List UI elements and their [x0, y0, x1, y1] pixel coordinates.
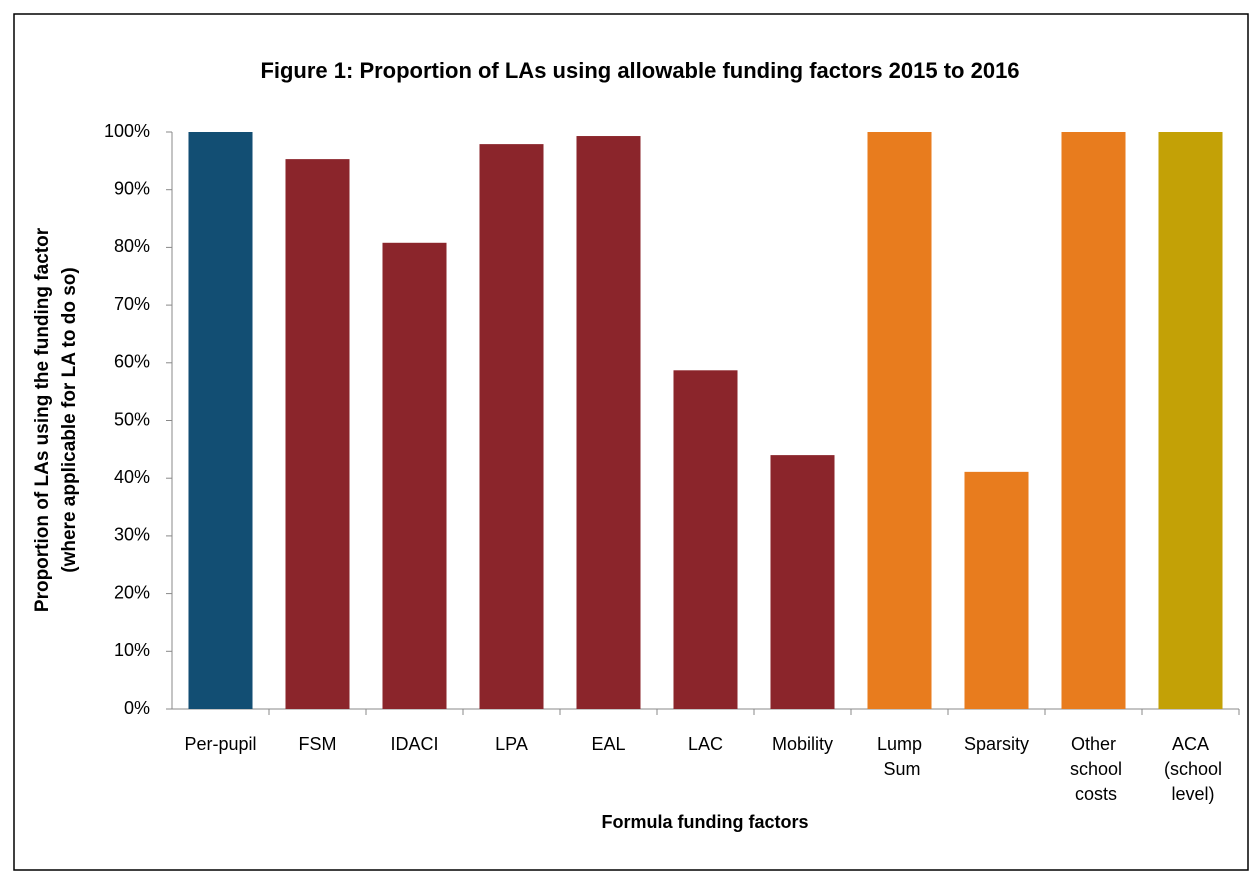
y-tick-label: 100%: [104, 121, 150, 141]
x-tick-label: Other school costs: [1065, 734, 1122, 804]
y-tick-label: 70%: [114, 294, 150, 314]
chart-title: Figure 1: Proportion of LAs using allowa…: [260, 58, 1019, 83]
y-tick-label: 50%: [114, 409, 150, 429]
bar: [1061, 132, 1126, 709]
bar: [770, 455, 835, 709]
x-axis-label: Formula funding factors: [602, 812, 809, 832]
bar: [867, 132, 932, 709]
x-tick-label: IDACI: [390, 734, 438, 754]
x-tick-label: LAC: [688, 734, 723, 754]
y-tick-label: 80%: [114, 236, 150, 256]
bar: [188, 132, 253, 709]
y-tick-label: 90%: [114, 178, 150, 198]
y-tick-label: 0%: [124, 698, 150, 718]
x-tick-label: FSM: [299, 734, 337, 754]
bar: [964, 471, 1029, 709]
bar: [576, 136, 641, 709]
y-tick-label: 40%: [114, 467, 150, 487]
x-tick-label: EAL: [591, 734, 625, 754]
y-tick-label: 30%: [114, 525, 150, 545]
x-tick-label: Lump Sum: [877, 734, 922, 779]
y-tick-label: 20%: [114, 582, 150, 602]
y-axis-label: Proportion of LAs using the funding fact…: [32, 227, 53, 612]
y-tick-label: 60%: [114, 352, 150, 372]
x-tick-label: ACA (school level): [1159, 734, 1222, 804]
x-tick-label: LPA: [495, 734, 528, 754]
x-tick-label: Mobility: [772, 734, 833, 754]
y-axis-label: (where applicable for LA to do so): [59, 267, 80, 572]
y-tick-label: 10%: [114, 640, 150, 660]
bar: [1158, 132, 1223, 709]
bar: [382, 242, 447, 709]
bar: [673, 370, 738, 709]
bar: [285, 159, 350, 709]
bar: [479, 144, 544, 709]
x-tick-label: Per-pupil: [184, 734, 256, 754]
x-tick-label: Sparsity: [964, 734, 1029, 754]
